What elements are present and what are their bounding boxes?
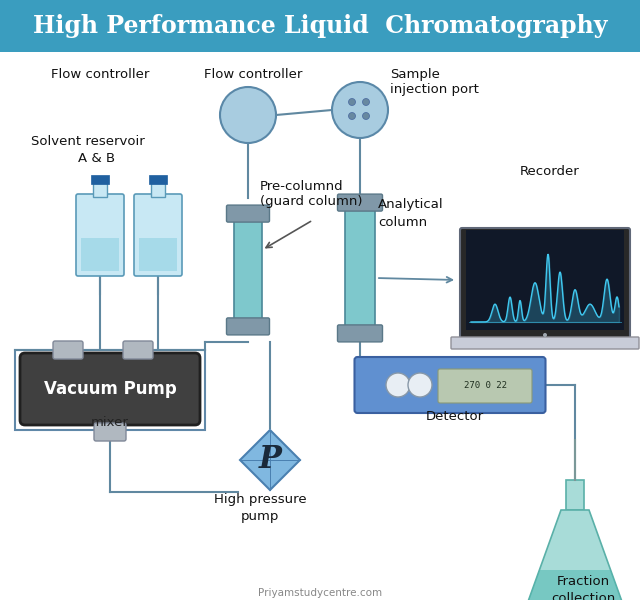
- Circle shape: [543, 333, 547, 337]
- Text: 270 0 22: 270 0 22: [463, 382, 506, 391]
- FancyBboxPatch shape: [94, 423, 126, 441]
- Polygon shape: [240, 430, 300, 490]
- Text: Solvent reservoir
    A & B: Solvent reservoir A & B: [31, 135, 145, 165]
- Circle shape: [220, 87, 276, 143]
- Circle shape: [332, 82, 388, 138]
- FancyBboxPatch shape: [53, 341, 83, 359]
- Circle shape: [386, 373, 410, 397]
- Circle shape: [349, 113, 355, 119]
- Bar: [81, 238, 119, 271]
- Text: High pressure
pump: High pressure pump: [214, 493, 307, 523]
- Text: Fraction
collection: Fraction collection: [551, 575, 615, 600]
- Circle shape: [349, 98, 355, 106]
- Text: High Performance Liquid  Chromatography: High Performance Liquid Chromatography: [33, 14, 607, 38]
- Bar: [91, 175, 109, 184]
- Circle shape: [362, 113, 369, 119]
- Bar: [566, 480, 584, 510]
- Bar: [151, 183, 165, 197]
- Text: Vacuum Pump: Vacuum Pump: [44, 380, 177, 398]
- Text: P: P: [259, 445, 282, 475]
- FancyBboxPatch shape: [337, 194, 383, 211]
- FancyBboxPatch shape: [123, 341, 153, 359]
- FancyBboxPatch shape: [355, 357, 545, 413]
- Bar: [345, 204, 375, 332]
- Text: Detector: Detector: [426, 410, 484, 423]
- FancyBboxPatch shape: [134, 194, 182, 276]
- Bar: [139, 238, 177, 271]
- Text: Flow controller: Flow controller: [204, 68, 302, 81]
- Polygon shape: [525, 510, 625, 600]
- Text: Flow controller: Flow controller: [51, 68, 149, 81]
- Bar: [466, 230, 624, 330]
- FancyBboxPatch shape: [451, 337, 639, 349]
- Text: Priyamstudycentre.com: Priyamstudycentre.com: [258, 588, 382, 598]
- Circle shape: [408, 373, 432, 397]
- FancyBboxPatch shape: [337, 325, 383, 342]
- FancyBboxPatch shape: [460, 228, 630, 340]
- Text: Recorder: Recorder: [520, 165, 580, 178]
- Bar: [234, 215, 262, 325]
- Circle shape: [362, 98, 369, 106]
- Text: Pre-columnd
(guard column): Pre-columnd (guard column): [260, 180, 362, 208]
- Polygon shape: [525, 570, 625, 600]
- Text: Sample
injection port: Sample injection port: [390, 68, 479, 96]
- FancyBboxPatch shape: [20, 353, 200, 425]
- FancyBboxPatch shape: [227, 318, 269, 335]
- Text: Analytical
column: Analytical column: [378, 198, 444, 229]
- Bar: [149, 175, 167, 184]
- Text: mixer: mixer: [91, 415, 129, 428]
- FancyBboxPatch shape: [76, 194, 124, 276]
- Bar: [15, 350, 205, 430]
- Bar: [0, 0, 640, 52]
- FancyBboxPatch shape: [227, 205, 269, 222]
- Bar: [93, 183, 107, 197]
- FancyBboxPatch shape: [438, 369, 532, 403]
